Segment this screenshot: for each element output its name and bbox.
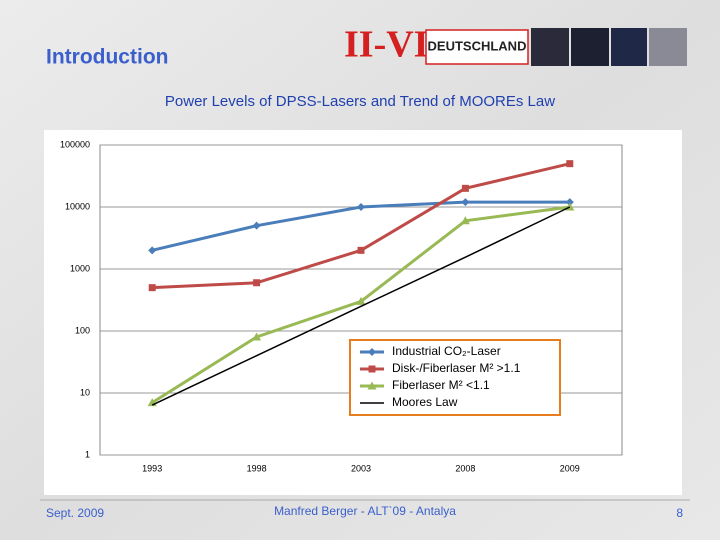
legend-label: Moores Law [392,395,458,409]
legend-box [349,339,561,416]
logo-photo [611,28,647,66]
legend-marker [367,381,377,390]
y-tick-label: 10 [80,387,90,397]
x-tick-label: 2009 [560,463,580,473]
series-line [151,206,571,406]
legend-marker [368,348,376,356]
chart-area [44,130,682,495]
x-tick-label: 2008 [455,463,475,473]
legend-label: Disk-/Fiberlaser M² >1.1 [392,361,521,375]
chart-title: Power Levels of DPSS-Lasers and Trend of… [165,93,555,110]
legend-label: Fiberlaser M² <1.1 [392,378,490,392]
footer-date: Sept. 2009 [46,506,104,520]
marker [148,246,157,255]
x-tick-label: 1993 [142,463,162,473]
marker [252,332,262,341]
marker [356,296,366,305]
marker [461,184,469,192]
marker [460,216,470,225]
y-tick-label: 10000 [65,201,90,211]
x-tick-label: 1998 [247,463,267,473]
slide-title: Introduction [46,46,168,69]
logo-text: DEUTSCHLAND [428,38,527,53]
marker [566,160,574,168]
logo-photo [571,28,609,66]
logo-photo [531,28,569,66]
marker [253,279,261,287]
logo-box [425,29,529,65]
x-tick-label: 2003 [351,463,371,473]
marker [565,198,574,207]
y-tick-label: 100000 [60,139,90,149]
legend-marker [368,365,376,373]
y-tick-label: 1000 [70,263,90,273]
marker [461,198,470,207]
marker [148,284,156,292]
logo-mark: II-VI [344,24,428,66]
y-tick-label: 1 [85,449,90,459]
plot: 1 10 100 1000 10000 100000 1993 1998 2003 2008 200… [60,139,623,473]
footer-author: Manfred Berger - ALT`09 - Antalya [274,504,456,518]
marker [357,246,365,254]
marker [357,203,365,211]
legend-label: Industrial CO₂-Laser [392,344,501,358]
y-tick-label: 100 [75,325,90,335]
page-number: 8 [676,506,683,520]
logo-photo [649,28,687,66]
marker [252,221,261,230]
